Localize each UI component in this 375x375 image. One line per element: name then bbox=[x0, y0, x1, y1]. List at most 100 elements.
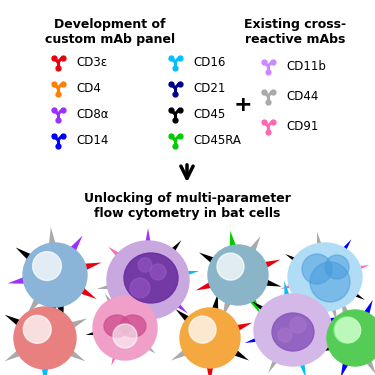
Polygon shape bbox=[340, 349, 356, 375]
Text: CD8α: CD8α bbox=[76, 108, 108, 122]
Polygon shape bbox=[252, 302, 284, 326]
Circle shape bbox=[113, 324, 137, 348]
FancyArrowPatch shape bbox=[181, 165, 193, 178]
Circle shape bbox=[23, 243, 87, 307]
Circle shape bbox=[93, 296, 157, 360]
Ellipse shape bbox=[272, 313, 314, 351]
Polygon shape bbox=[142, 228, 154, 264]
Polygon shape bbox=[323, 289, 337, 321]
Polygon shape bbox=[245, 328, 280, 343]
Polygon shape bbox=[199, 252, 228, 273]
Text: CD14: CD14 bbox=[76, 135, 108, 147]
Polygon shape bbox=[156, 285, 188, 314]
Circle shape bbox=[150, 264, 166, 280]
Polygon shape bbox=[105, 293, 123, 320]
Polygon shape bbox=[268, 340, 291, 373]
Polygon shape bbox=[223, 287, 238, 317]
Text: CD45RA: CD45RA bbox=[193, 135, 241, 147]
Polygon shape bbox=[285, 254, 316, 275]
Polygon shape bbox=[251, 273, 282, 286]
Polygon shape bbox=[27, 284, 51, 314]
Text: CD21: CD21 bbox=[193, 82, 225, 96]
Polygon shape bbox=[356, 300, 373, 328]
Ellipse shape bbox=[124, 253, 178, 303]
Polygon shape bbox=[317, 232, 328, 264]
Polygon shape bbox=[220, 340, 249, 360]
Text: Existing cross-
reactive mAbs: Existing cross- reactive mAbs bbox=[244, 18, 346, 46]
Text: Unlocking of multi-parameter
flow cytometry in bat cells: Unlocking of multi-parameter flow cytome… bbox=[84, 192, 290, 220]
Polygon shape bbox=[280, 275, 313, 289]
Polygon shape bbox=[366, 324, 375, 339]
Polygon shape bbox=[59, 236, 82, 266]
Polygon shape bbox=[340, 298, 356, 327]
Polygon shape bbox=[153, 240, 182, 272]
Polygon shape bbox=[171, 340, 200, 360]
Polygon shape bbox=[250, 260, 280, 276]
Polygon shape bbox=[230, 231, 241, 261]
Text: CD11b: CD11b bbox=[286, 60, 326, 74]
Circle shape bbox=[14, 307, 76, 369]
Text: Development of
custom mAb panel: Development of custom mAb panel bbox=[45, 18, 175, 46]
Polygon shape bbox=[315, 338, 344, 352]
Polygon shape bbox=[291, 343, 306, 375]
Polygon shape bbox=[337, 265, 369, 279]
Polygon shape bbox=[222, 322, 252, 339]
Polygon shape bbox=[127, 293, 145, 320]
Polygon shape bbox=[135, 314, 163, 328]
Polygon shape bbox=[304, 331, 338, 351]
Circle shape bbox=[325, 255, 349, 279]
Circle shape bbox=[327, 310, 375, 366]
Polygon shape bbox=[328, 239, 351, 269]
Polygon shape bbox=[56, 340, 85, 361]
Text: CD3ε: CD3ε bbox=[76, 57, 107, 69]
Circle shape bbox=[180, 308, 240, 368]
Circle shape bbox=[130, 278, 150, 298]
Ellipse shape bbox=[107, 241, 189, 319]
Polygon shape bbox=[196, 274, 226, 290]
Text: CD91: CD91 bbox=[286, 120, 318, 134]
Polygon shape bbox=[66, 278, 97, 299]
Polygon shape bbox=[111, 338, 126, 366]
Text: CD44: CD44 bbox=[286, 90, 318, 104]
Text: CD4: CD4 bbox=[76, 82, 101, 96]
Polygon shape bbox=[16, 248, 46, 271]
Ellipse shape bbox=[104, 315, 130, 337]
Polygon shape bbox=[86, 325, 113, 335]
Polygon shape bbox=[367, 336, 375, 349]
Polygon shape bbox=[204, 353, 216, 375]
Text: CD45: CD45 bbox=[193, 108, 225, 122]
Ellipse shape bbox=[120, 315, 146, 337]
Polygon shape bbox=[317, 320, 345, 337]
Circle shape bbox=[335, 318, 361, 343]
Circle shape bbox=[33, 252, 62, 280]
Text: CD16: CD16 bbox=[193, 57, 225, 69]
Polygon shape bbox=[69, 262, 101, 277]
Circle shape bbox=[290, 317, 306, 333]
Circle shape bbox=[278, 328, 292, 342]
Circle shape bbox=[217, 253, 244, 280]
Polygon shape bbox=[176, 309, 202, 333]
Polygon shape bbox=[8, 272, 40, 284]
Ellipse shape bbox=[254, 294, 332, 366]
Polygon shape bbox=[302, 286, 323, 317]
Circle shape bbox=[138, 258, 152, 272]
Circle shape bbox=[334, 317, 360, 343]
Circle shape bbox=[310, 262, 350, 302]
Polygon shape bbox=[115, 288, 142, 320]
Polygon shape bbox=[43, 293, 57, 325]
Polygon shape bbox=[284, 281, 296, 316]
Polygon shape bbox=[306, 317, 341, 332]
Polygon shape bbox=[5, 315, 34, 336]
Polygon shape bbox=[334, 279, 365, 300]
Polygon shape bbox=[207, 294, 219, 324]
Polygon shape bbox=[108, 247, 140, 274]
Polygon shape bbox=[47, 227, 60, 260]
Polygon shape bbox=[297, 289, 322, 321]
Circle shape bbox=[189, 316, 216, 343]
Polygon shape bbox=[39, 354, 51, 375]
Polygon shape bbox=[5, 340, 34, 361]
Polygon shape bbox=[143, 296, 156, 332]
Text: +: + bbox=[234, 95, 252, 115]
Circle shape bbox=[208, 245, 268, 305]
Ellipse shape bbox=[288, 243, 362, 311]
